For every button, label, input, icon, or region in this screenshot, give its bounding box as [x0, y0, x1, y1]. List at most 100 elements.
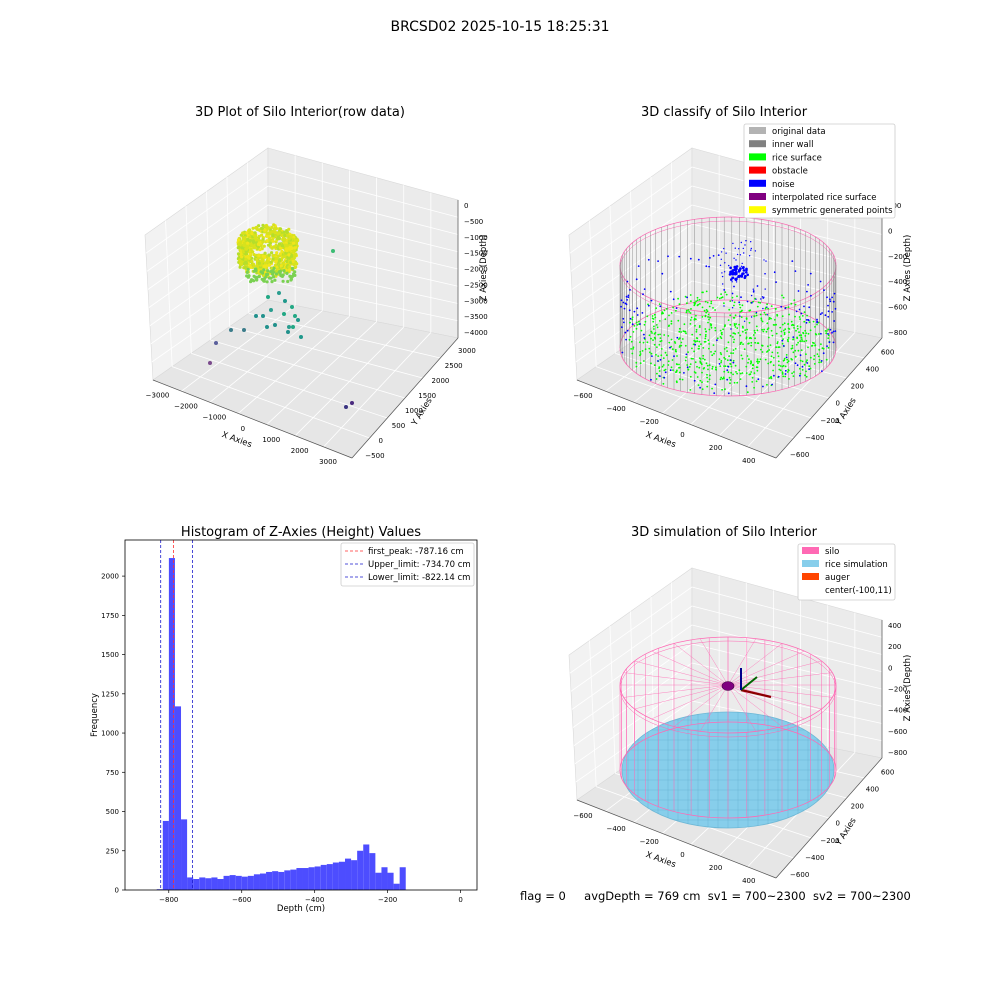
y-tick-label: −200	[820, 417, 839, 425]
panel-classify-y-ticks: −600 −400 −200 0 200 400 600	[790, 348, 894, 459]
noise-point	[734, 277, 737, 281]
rice-surface-point	[704, 300, 707, 303]
rice-surface-point	[720, 293, 722, 295]
rice-surface-point	[765, 330, 768, 333]
rice-surface-point	[706, 301, 709, 304]
rice-surface-point	[644, 348, 647, 351]
raw-point	[278, 252, 283, 256]
hist-bar	[174, 706, 182, 890]
noise-point	[741, 262, 743, 265]
rice-surface-point	[806, 314, 808, 317]
rice-surface-point	[658, 343, 661, 346]
noise-point	[729, 270, 732, 272]
rice-surface-point	[774, 318, 776, 321]
rice-surface-point	[716, 337, 719, 340]
rice-surface-point	[701, 291, 703, 294]
rice-surface-point	[685, 332, 687, 335]
grid-line	[191, 352, 388, 419]
raw-point	[331, 249, 335, 253]
status-avg-depth: avgDepth = 769 cm	[584, 889, 701, 903]
rice-surface-point	[791, 344, 794, 347]
raw-point	[287, 227, 291, 231]
sim-legend-swatch	[802, 547, 819, 554]
raw-point	[266, 234, 270, 238]
raw-point	[237, 245, 241, 249]
raw-point	[277, 242, 282, 246]
hist-bar	[399, 867, 406, 890]
x-tick-label: 0	[680, 431, 684, 439]
raw-point	[261, 240, 265, 244]
raw-point	[257, 241, 261, 245]
rice-surface-point	[742, 343, 744, 345]
rice-surface-point	[776, 341, 779, 343]
noise-point	[808, 306, 811, 309]
rice-surface-point	[792, 338, 794, 341]
noise-point	[807, 284, 809, 286]
rice-surface-point	[801, 340, 804, 342]
rice-surface-point	[801, 338, 803, 340]
rice-surface-point	[794, 349, 797, 352]
panel-classify-3d: 3D classify of Silo Interior −600 −400 −20…	[568, 105, 913, 465]
rice-surface-point	[783, 322, 786, 325]
silo-roof-line	[727, 638, 757, 686]
rice-surface-point	[769, 344, 772, 346]
noise-point	[763, 296, 765, 298]
hist-legend: first_peak: -787.16 cm Upper_limit: -734.…	[340, 542, 475, 587]
rice-surface-point	[720, 331, 723, 334]
noise-point	[651, 355, 653, 357]
noise-point	[755, 298, 757, 300]
rice-surface-point	[768, 349, 771, 351]
rice-surface-point	[766, 303, 768, 306]
rice-surface-point	[781, 294, 783, 297]
rice-surface-point	[724, 388, 726, 391]
rice-surface-point	[670, 320, 673, 323]
rice-surface-point	[766, 351, 768, 353]
hist-y-tick-label: 1250	[101, 690, 119, 698]
noise-point	[697, 258, 700, 261]
raw-point	[241, 231, 245, 235]
rice-surface-point	[678, 327, 681, 330]
noise-point	[689, 257, 692, 260]
raw-point	[263, 228, 267, 232]
rice-surface-point	[651, 332, 653, 334]
raw-point	[261, 223, 265, 227]
rice-surface-point	[688, 311, 690, 313]
rice-surface-point	[739, 343, 742, 345]
rice-surface-point	[744, 332, 747, 334]
noise-point	[752, 290, 755, 293]
noise-point	[799, 354, 802, 357]
rice-surface-point	[694, 372, 697, 374]
legend-frame	[743, 123, 896, 219]
noise-point	[675, 307, 678, 309]
rice-surface-point	[709, 374, 711, 377]
rice-surface-point	[727, 319, 730, 321]
rice-surface-point	[701, 381, 703, 384]
rice-surface-point	[774, 324, 776, 326]
raw-point	[258, 248, 262, 252]
rice-surface-point	[729, 382, 731, 385]
noise-point	[739, 315, 741, 317]
rice-surface-point	[687, 309, 690, 311]
rice-surface-point	[719, 365, 722, 367]
x-tick-label: −1000	[203, 414, 227, 422]
rice-surface-point	[786, 361, 789, 364]
rice-surface-point	[690, 357, 693, 360]
rice-surface-point	[648, 347, 651, 350]
rice-surface-point	[725, 293, 728, 296]
rice-surface-point	[665, 354, 668, 357]
raw-point	[292, 263, 296, 267]
rice-surface-point	[728, 376, 731, 379]
panel-classify-points	[620, 240, 837, 395]
rice-surface-point	[697, 384, 700, 386]
panel-classify-silo-cylinder	[619, 216, 837, 397]
noise-point	[761, 296, 764, 298]
rice-surface-point	[771, 334, 774, 337]
rice-surface-point	[678, 303, 681, 306]
rice-surface-point	[686, 302, 688, 305]
rice-surface-point	[818, 348, 821, 351]
rice-surface-point	[735, 371, 737, 373]
noise-point	[686, 366, 689, 369]
rice-surface-point	[703, 340, 706, 343]
raw-point	[269, 260, 273, 264]
rice-surface-point	[693, 301, 696, 304]
